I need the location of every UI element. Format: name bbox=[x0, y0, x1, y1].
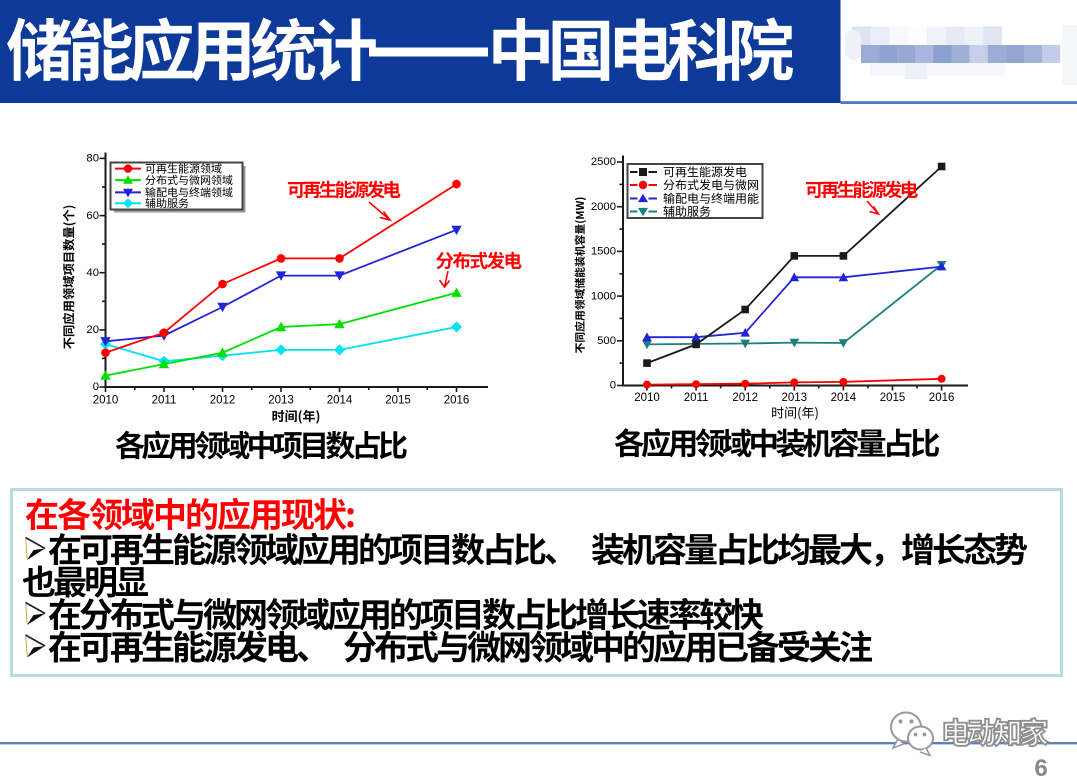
svg-text:2010: 2010 bbox=[634, 392, 660, 404]
svg-text:2015: 2015 bbox=[880, 392, 906, 404]
svg-text:20: 20 bbox=[86, 324, 99, 336]
svg-text:2014: 2014 bbox=[327, 395, 353, 407]
svg-text:0: 0 bbox=[610, 380, 616, 392]
svg-text:2015: 2015 bbox=[385, 395, 411, 407]
svg-text:2013: 2013 bbox=[268, 395, 294, 407]
svg-text:80: 80 bbox=[86, 153, 99, 165]
svg-text:500: 500 bbox=[597, 335, 616, 347]
svg-text:6: 6 bbox=[1034, 755, 1047, 780]
svg-text:2500: 2500 bbox=[591, 156, 616, 168]
svg-text:2013: 2013 bbox=[782, 392, 808, 404]
svg-text:1500: 1500 bbox=[591, 246, 616, 258]
svg-text:2012: 2012 bbox=[210, 395, 236, 407]
svg-text:2011: 2011 bbox=[684, 392, 709, 404]
svg-text:2014: 2014 bbox=[831, 392, 857, 404]
svg-text:1000: 1000 bbox=[591, 290, 616, 302]
svg-text:2000: 2000 bbox=[591, 201, 616, 213]
svg-text:2016: 2016 bbox=[929, 392, 955, 404]
svg-text:2012: 2012 bbox=[732, 392, 758, 404]
svg-text:2016: 2016 bbox=[444, 395, 470, 407]
svg-text:60: 60 bbox=[86, 210, 99, 222]
svg-text:0: 0 bbox=[93, 381, 99, 393]
svg-text:2011: 2011 bbox=[152, 395, 177, 407]
svg-text:2010: 2010 bbox=[93, 395, 119, 407]
svg-text:40: 40 bbox=[86, 267, 99, 279]
